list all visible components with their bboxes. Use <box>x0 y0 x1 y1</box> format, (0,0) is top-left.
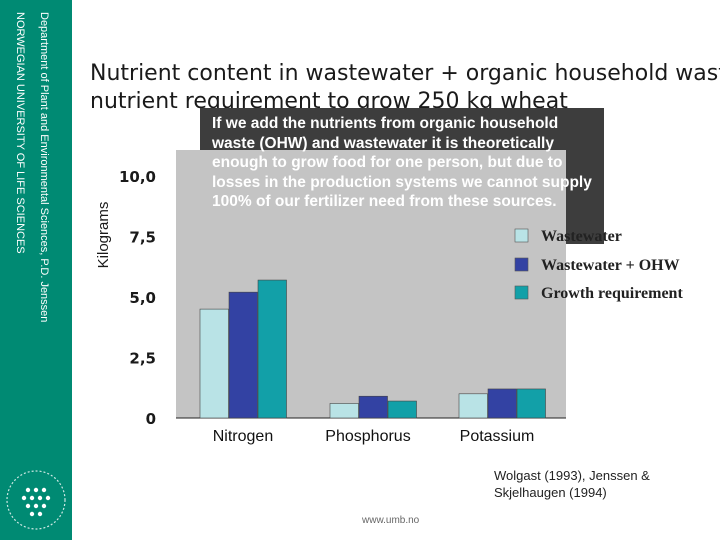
title-line-1: Nutrient content in wastewater + organic… <box>90 61 720 86</box>
bar-nitrogen-3 <box>257 279 287 419</box>
category-label-strip <box>204 422 604 450</box>
x-category-label: Potassium <box>460 428 535 445</box>
y-axis-label: Kilograms <box>95 202 112 269</box>
legend-label: Wastewater <box>541 228 622 245</box>
source-citation: Wolgast (1993), Jenssen & Skjelhaugen (1… <box>494 467 650 501</box>
legend-label: Growth requirement <box>541 285 683 302</box>
y-tick-label: 7,5 <box>129 229 156 247</box>
x-category-label: Phosphorus <box>325 428 410 445</box>
source-line-2: Skjelhaugen (1994) <box>494 485 607 500</box>
bar-phosphorus-1 <box>329 403 359 419</box>
legend-swatch <box>514 257 529 272</box>
sidebar: NORWEGIAN UNIVERSITY OF LIFE SCIENCES De… <box>0 0 72 540</box>
y-tick-label: 10,0 <box>119 168 156 186</box>
explanatory-note: If we add the nutrients from organic hou… <box>212 115 592 210</box>
legend-swatch <box>514 228 529 243</box>
y-tick-label: 0 <box>146 410 156 428</box>
university-name: NORWEGIAN UNIVERSITY OF LIFE SCIENCES <box>14 12 26 254</box>
department-name: Department of Plant and Environmental Sc… <box>38 12 50 323</box>
bar-nitrogen-1 <box>199 308 229 419</box>
bar-potassium-2 <box>487 388 517 419</box>
bar-phosphorus-2 <box>358 395 388 419</box>
website-url: www.umb.no <box>362 515 420 526</box>
x-category-label: Nitrogen <box>213 428 273 445</box>
legend-swatch <box>514 285 529 300</box>
bar-potassium-1 <box>458 393 488 419</box>
source-line-1: Wolgast (1993), Jenssen & <box>494 468 650 483</box>
university-logo <box>6 470 66 530</box>
bar-nitrogen-2 <box>228 291 258 419</box>
y-tick-label: 5,0 <box>129 289 156 307</box>
legend-label: Wastewater + OHW <box>541 257 680 274</box>
bar-potassium-3 <box>516 388 546 419</box>
bar-phosphorus-3 <box>387 400 417 419</box>
y-tick-label: 2,5 <box>129 350 156 368</box>
